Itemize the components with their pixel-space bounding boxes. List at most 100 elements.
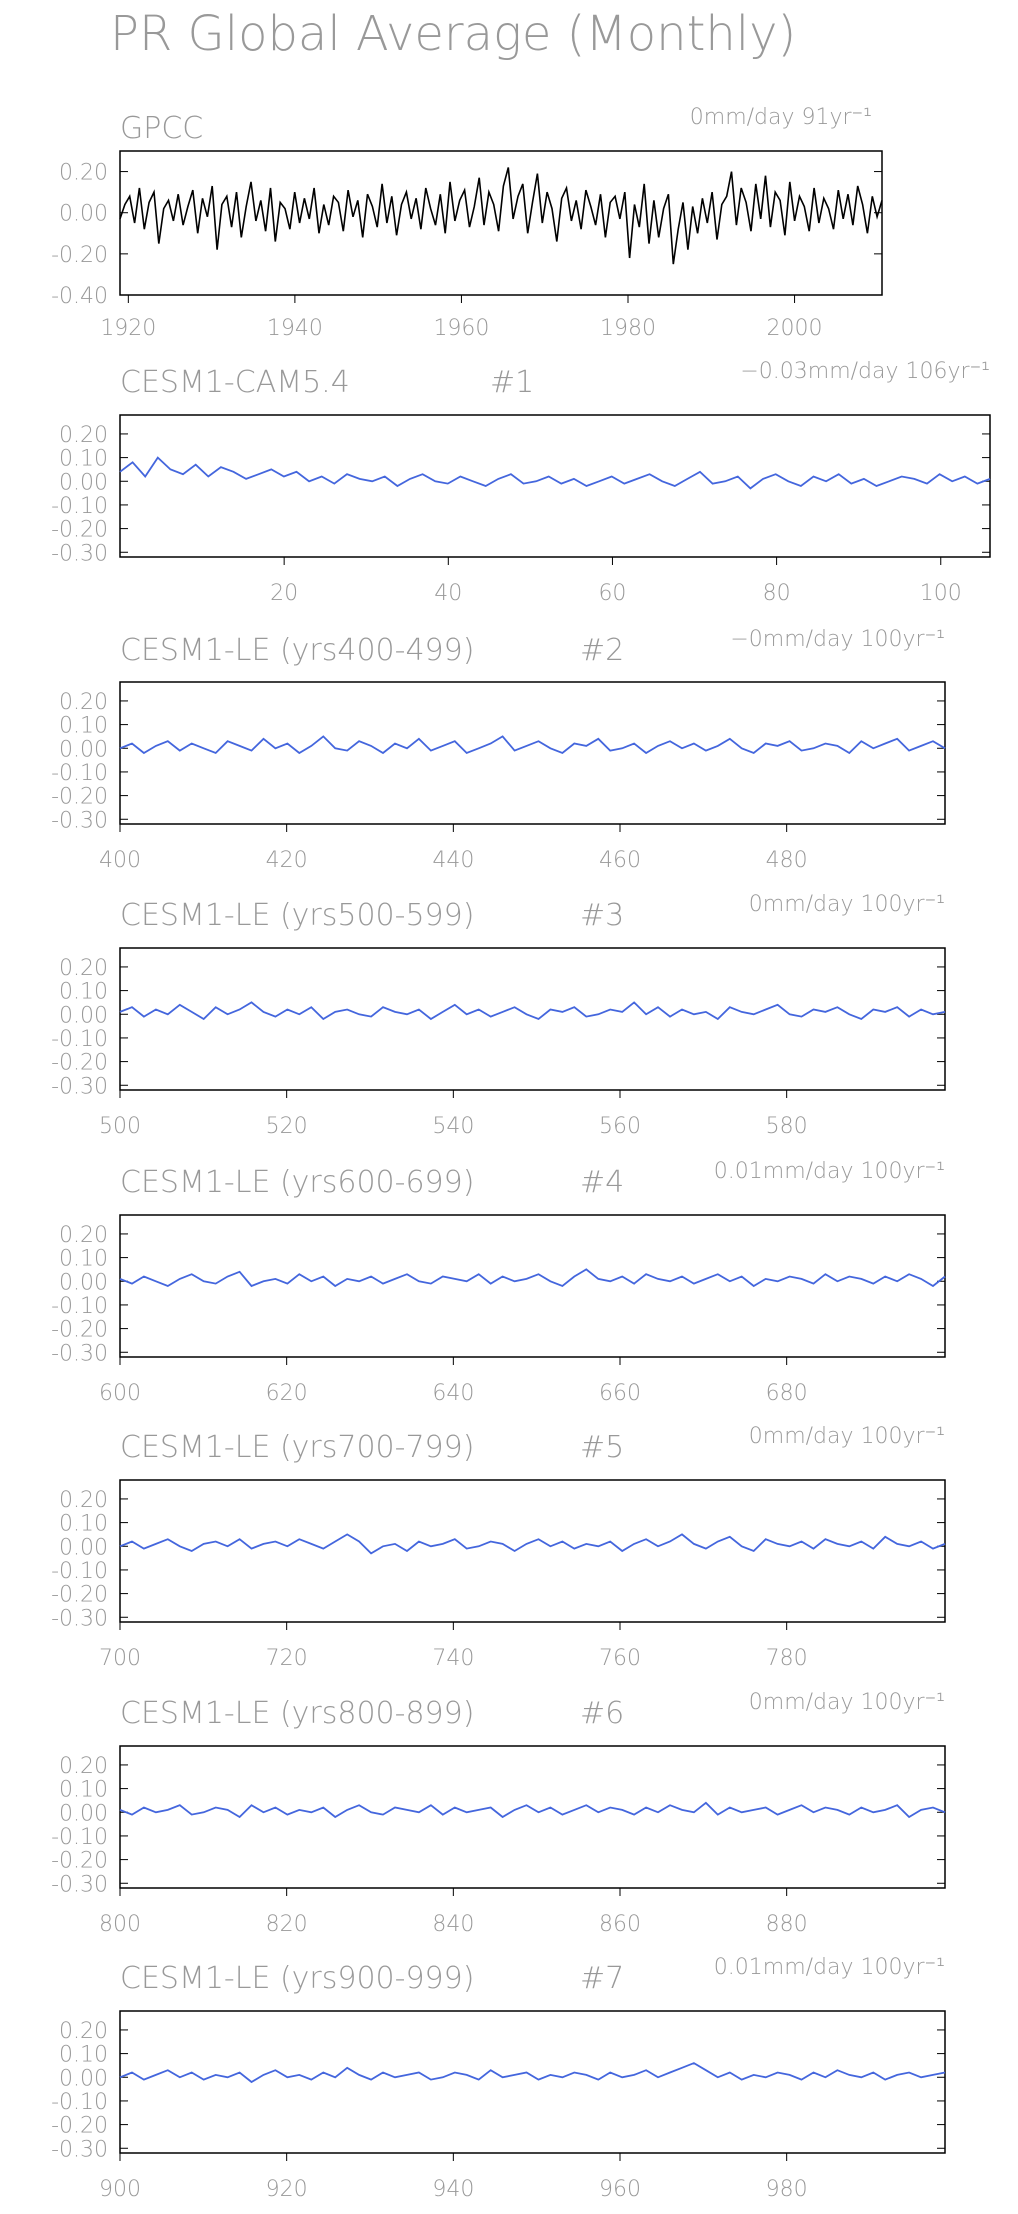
y-tick-label: 0.10 [59,1247,108,1272]
x-tick-label: 400 [99,848,141,873]
panel-cam54: CESM1-CAM5.4 #1 −0.03mm/day 106yr⁻¹ 0.200.1… [51,359,991,606]
panel-le6: CESM1-LE (yrs800-899) #6 0mm/day 100yr⁻¹ 0.… [51,1690,946,1937]
trend-label: 0mm/day 100yr⁻¹ [749,892,945,917]
x-tick-label: 2000 [767,316,823,341]
x-tick-label: 840 [432,1912,474,1937]
y-tick-label: -0.20 [51,785,108,810]
y-tick-label: -0.30 [51,1872,108,1897]
y-tick-label: 0.10 [59,2043,108,2068]
x-tick-label: 60 [598,581,626,606]
series-line-gpcc [119,167,883,265]
y-tick-label: 0.20 [59,1488,108,1513]
x-tick-label: 620 [266,1381,308,1406]
page-title-area: PR Global Average (Monthly) [0,0,1018,70]
x-tick-label: 560 [599,1114,641,1139]
x-tick-label: 520 [266,1114,308,1139]
x-tick-label: 580 [766,1114,808,1139]
y-tick-label: 0.00 [59,1801,108,1826]
y-tick-label: -0.10 [51,1559,108,1584]
x-tick-label: 20 [270,581,298,606]
y-tick-label: 0.00 [59,1535,108,1560]
x-tick-label: 820 [266,1912,308,1937]
x-tick-label: 1960 [433,316,489,341]
plot-frame [119,1745,946,1889]
y-tick-label: 0.20 [59,690,108,715]
panel-number: #1 [490,365,534,400]
x-tick-label: 460 [599,848,641,873]
x-tick-label: 540 [432,1114,474,1139]
panel-number: #4 [580,1165,624,1200]
y-tick-label: 0.10 [59,1512,108,1537]
x-tick-label: 660 [599,1381,641,1406]
y-tick-label: -0.20 [51,1051,108,1076]
panel-title: CESM1-LE (yrs600-699) [120,1165,474,1200]
panel-le5: CESM1-LE (yrs700-799) #5 0mm/day 100yr⁻¹ 0.… [51,1424,946,1671]
plot-frame [119,947,946,1091]
y-tick-label: -0.30 [51,541,108,566]
series-line-le2 [119,735,946,755]
y-tick-label: -0.40 [51,284,108,309]
x-tick-label: 40 [434,581,462,606]
panel-title: CESM1-LE (yrs700-799) [120,1430,474,1465]
trend-label: −0mm/day 100yr⁻¹ [730,627,945,652]
x-tick-label: 720 [266,1646,308,1671]
y-tick-label: 0.10 [59,447,108,472]
y-tick-label: 0.00 [59,202,108,227]
page-title-svg: PR Global Average (Monthly) [110,6,796,62]
y-tick-label: -0.20 [51,1318,108,1343]
x-tick-label: 1940 [267,316,323,341]
y-tick-label: 0.00 [59,2066,108,2091]
x-tick-label: 900 [99,2177,141,2202]
x-tick-label: 440 [432,848,474,873]
y-tick-label: 0.00 [59,1270,108,1295]
panel-number: #3 [580,898,624,933]
trend-label: 0mm/day 100yr⁻¹ [749,1424,945,1449]
panel-gpcc: GPCC 0mm/day 91yr⁻¹ 0.20 0.00 -0.20 -0.40 1920… [51,105,883,341]
y-tick-label: -0.20 [51,1583,108,1608]
y-tick-label: -0.10 [51,2090,108,2115]
trend-label: 0mm/day 100yr⁻¹ [749,1690,945,1715]
panel-le4: CESM1-LE (yrs600-699) #4 0.01mm/day 100yr⁻… [51,1159,946,1406]
series-line-le6 [119,1801,946,1819]
x-tick-label: 1920 [100,316,156,341]
x-tick-label: 100 [920,581,962,606]
y-tick-label: -0.30 [51,1074,108,1099]
y-tick-label: 0.10 [59,714,108,739]
panel-title: CESM1-CAM5.4 [120,365,350,400]
series-line-cam54 [119,456,991,490]
y-tick-label: -0.20 [51,1849,108,1874]
panel-title: CESM1-LE (yrs800-899) [120,1696,474,1731]
x-tick-label: 700 [99,1646,141,1671]
x-tick-label: 940 [432,2177,474,2202]
x-tick-label: 640 [432,1381,474,1406]
x-tick-label: 860 [599,1912,641,1937]
panel-number: #5 [580,1430,624,1465]
series-line-le7 [119,2062,946,2084]
panel-number: #2 [580,633,624,668]
plot-frame [119,150,883,296]
series-line-le4 [119,1268,946,1288]
y-tick-label: 0.20 [59,161,108,186]
y-tick-label: -0.10 [51,1027,108,1052]
panel-number: #7 [580,1961,624,1996]
y-tick-label: -0.30 [51,808,108,833]
x-tick-label: 480 [766,848,808,873]
x-tick-label: 920 [266,2177,308,2202]
x-tick-label: 880 [766,1912,808,1937]
y-tick-label: -0.20 [51,2114,108,2139]
panel-title: CESM1-LE (yrs400-499) [120,633,474,668]
plot-frame [119,1214,946,1358]
x-tick-label: 780 [766,1646,808,1671]
trend-label: −0.03mm/day 106yr⁻¹ [740,359,990,384]
x-tick-label: 1980 [600,316,656,341]
x-tick-label: 420 [266,848,308,873]
page-title: PR Global Average (Monthly) [110,6,796,62]
panel-title: GPCC [120,111,203,146]
y-tick-label: 0.10 [59,1778,108,1803]
x-tick-label: 680 [766,1381,808,1406]
y-tick-label: 0.20 [59,956,108,981]
series-line-le3 [119,1001,946,1021]
y-tick-label: 0.10 [59,980,108,1005]
panel-number: #6 [580,1696,624,1731]
y-tick-label: -0.10 [51,494,108,519]
